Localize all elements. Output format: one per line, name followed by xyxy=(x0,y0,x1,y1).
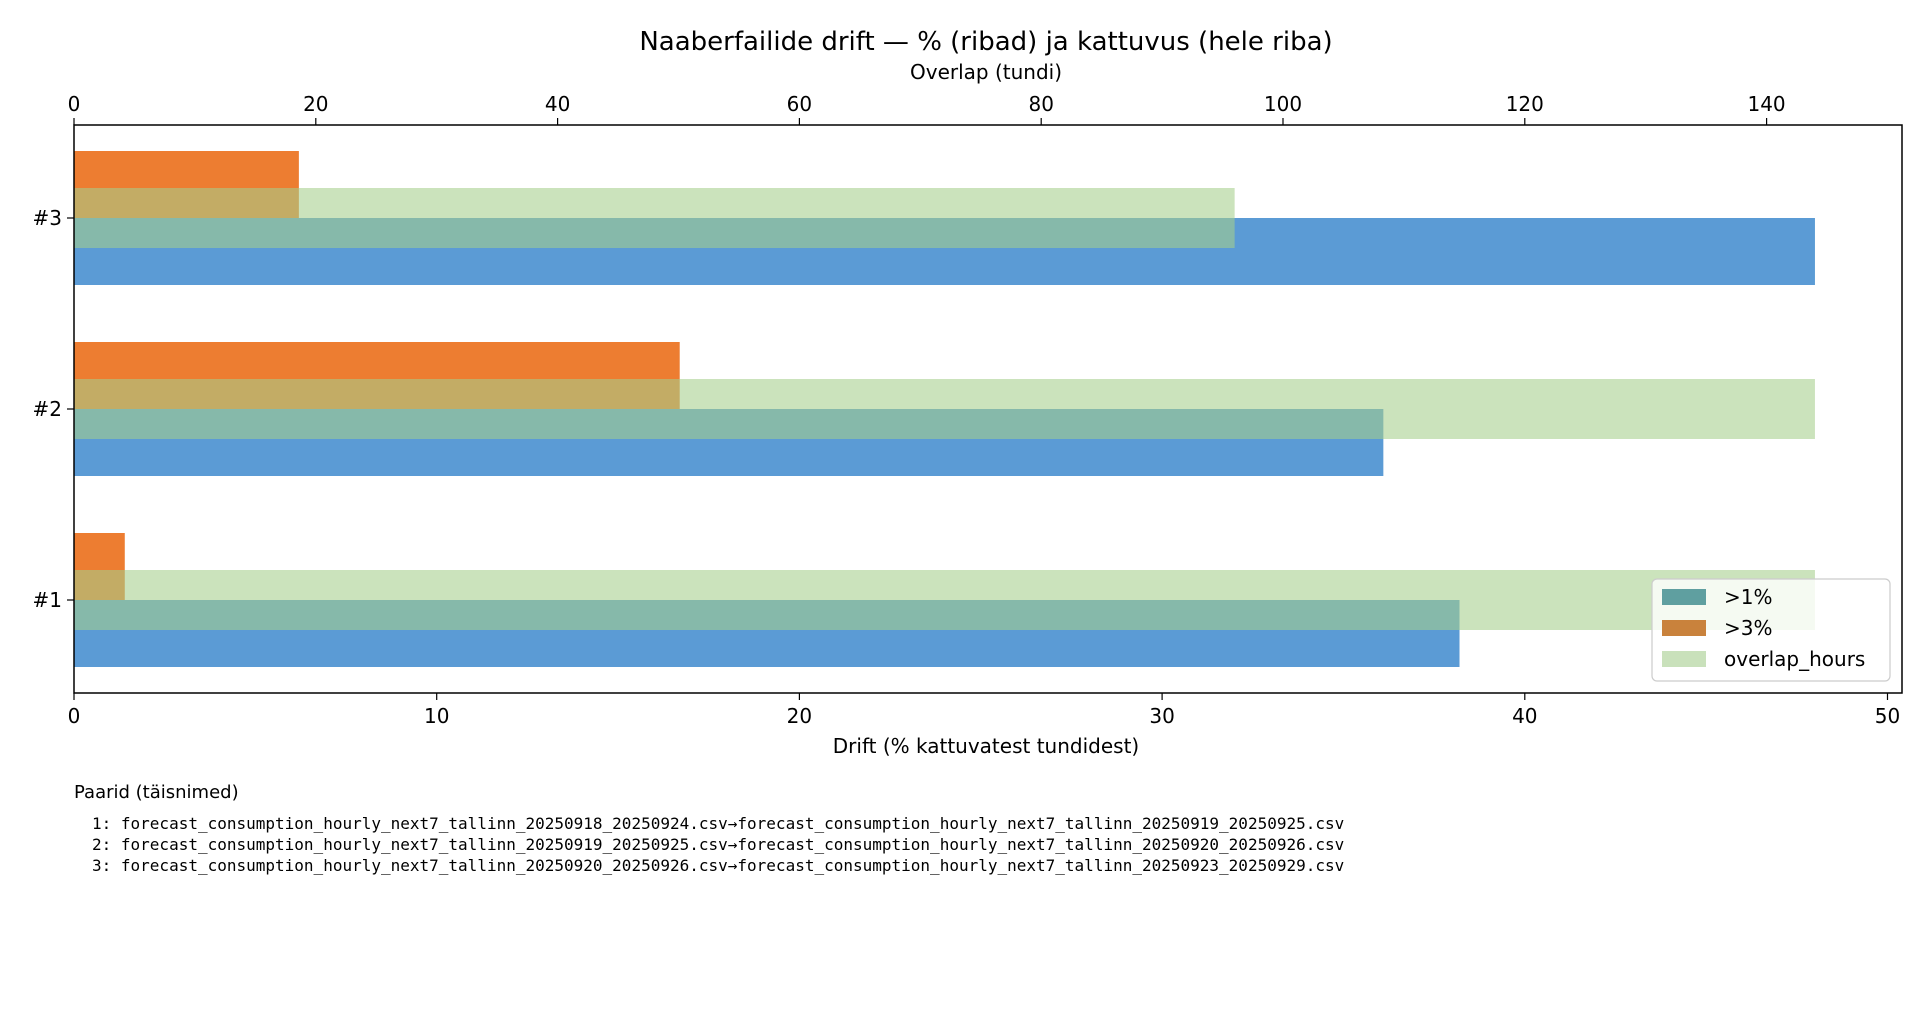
xtick-label-5: 50 xyxy=(1875,704,1900,728)
legend-swatch-3 xyxy=(1662,651,1706,667)
xtick-label-4: 40 xyxy=(1512,704,1537,728)
bar-overlap-1 xyxy=(74,570,1815,630)
ytick-label-3: #3 xyxy=(33,206,62,230)
legend-label-1: >1% xyxy=(1724,585,1773,609)
pairs-title: Paarid (täisnimed) xyxy=(74,782,239,803)
legend-swatch-1 xyxy=(1662,589,1706,605)
axes-layer: #1 #2 #3 0 10 20 30 40 50 0 20 40 60 80 100 120 140 xyxy=(33,92,1903,728)
drift-chart: Naaberfailide drift — % (ribad) ja kattu… xyxy=(33,27,1903,758)
plot-frame xyxy=(73,124,1903,694)
legend: >1% >3% overlap_hours xyxy=(1651,578,1891,682)
x2tick-label-5: 100 xyxy=(1264,92,1302,116)
bar-overlap-3 xyxy=(74,188,1235,248)
bars-layer xyxy=(74,151,1815,667)
legend-swatch-2 xyxy=(1662,620,1706,636)
legend-label-2: >3% xyxy=(1724,616,1773,640)
x2tick-label-6: 120 xyxy=(1506,92,1544,116)
pair-line-2: 2: forecast_consumption_hourly_next7_tal… xyxy=(92,835,1345,854)
ytick-label-1: #1 xyxy=(33,588,62,612)
xtick-label-0: 0 xyxy=(68,704,81,728)
x2tick-label-1: 20 xyxy=(303,92,328,116)
x2tick-label-3: 60 xyxy=(787,92,812,116)
xtick-label-1: 10 xyxy=(424,704,449,728)
ytick-label-2: #2 xyxy=(33,397,62,421)
legend-box xyxy=(1651,578,1891,682)
pair-line-1: 1: forecast_consumption_hourly_next7_tal… xyxy=(92,814,1345,833)
xtick-label-2: 20 xyxy=(787,704,812,728)
pairs-section: Paarid (täisnimed) 1: forecast_consumpti… xyxy=(74,782,1344,876)
bottom-axis-label: Drift (% kattuvatest tundidest) xyxy=(833,734,1139,758)
x2tick-label-4: 80 xyxy=(1028,92,1053,116)
chart-title: Naaberfailide drift — % (ribad) ja kattu… xyxy=(639,27,1332,57)
x2tick-label-0: 0 xyxy=(68,92,81,116)
x2tick-label-2: 40 xyxy=(545,92,570,116)
xtick-label-3: 30 xyxy=(1149,704,1174,728)
legend-label-3: overlap_hours xyxy=(1724,647,1865,671)
bar-overlap-2 xyxy=(74,379,1815,439)
pair-line-3: 3: forecast_consumption_hourly_next7_tal… xyxy=(92,856,1345,875)
top-axis-label: Overlap (tundi) xyxy=(910,60,1062,84)
x2tick-label-7: 140 xyxy=(1747,92,1785,116)
